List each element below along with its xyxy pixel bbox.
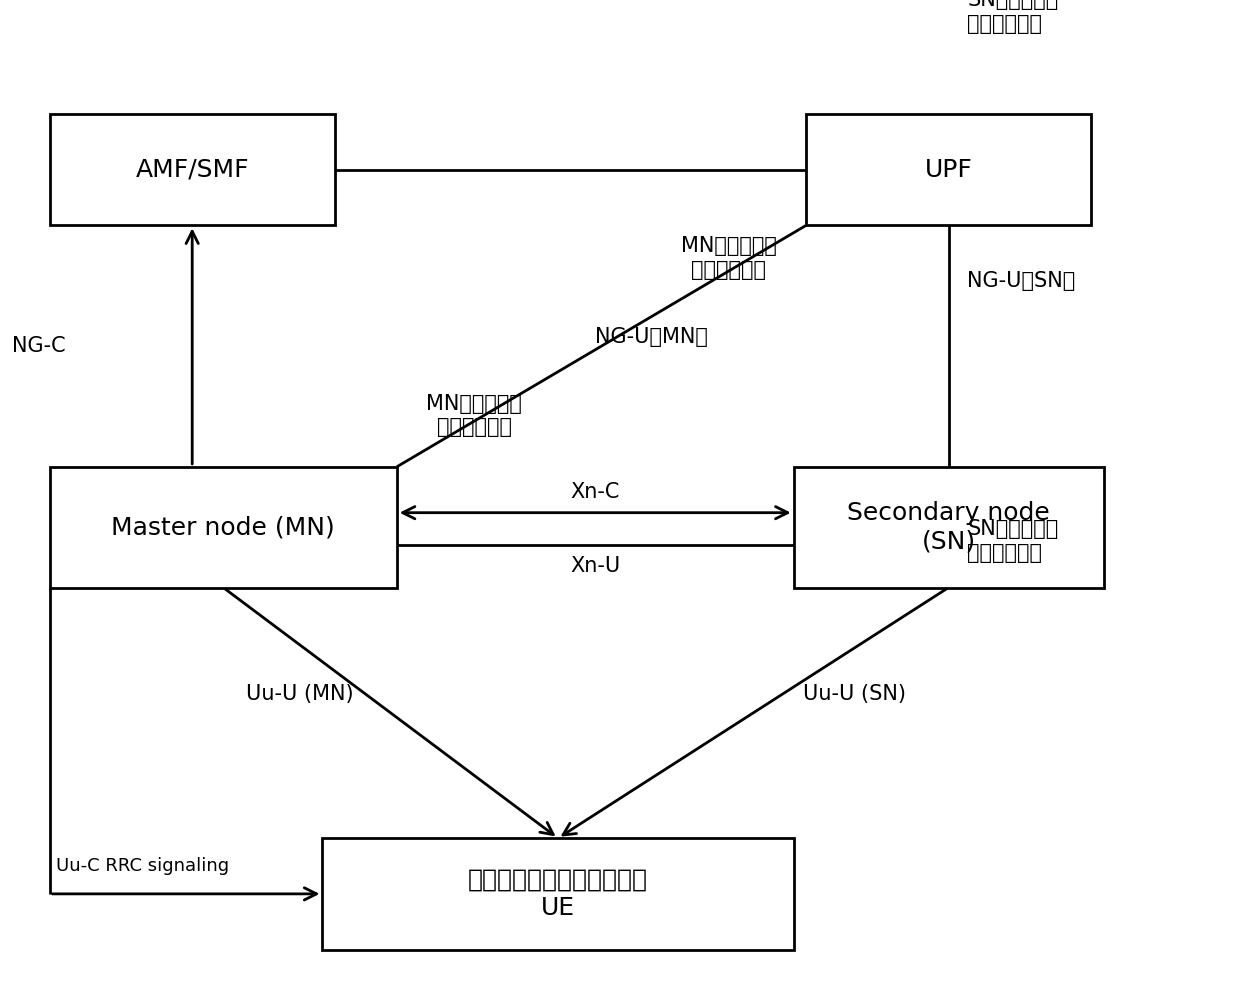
Text: NG-U（SN）: NG-U（SN） (967, 271, 1075, 291)
Bar (794, 467, 1104, 588)
Text: AMF/SMF: AMF/SMF (135, 157, 249, 181)
Text: NG-C: NG-C (12, 336, 66, 357)
Text: UPF: UPF (925, 157, 972, 181)
Bar (806, 114, 1091, 225)
Text: Uu-U (SN): Uu-U (SN) (804, 684, 906, 704)
Text: SN侧下行数据
传输通道地址: SN侧下行数据 传输通道地址 (967, 520, 1059, 563)
Text: SN侧上行数据
传输通道地址: SN侧上行数据 传输通道地址 (967, 0, 1059, 34)
Text: Uu-U (MN): Uu-U (MN) (246, 684, 353, 704)
Text: Secondary node
(SN): Secondary node (SN) (847, 501, 1050, 553)
Text: MN侧下行数据
传输通道地址: MN侧下行数据 传输通道地址 (427, 394, 522, 437)
Text: NG-U（MN）: NG-U（MN） (594, 327, 708, 347)
Text: 处于双连接操作且激活态的
UE: 处于双连接操作且激活态的 UE (467, 868, 649, 919)
Text: Uu-C RRC signaling: Uu-C RRC signaling (56, 857, 229, 875)
Bar (50, 467, 397, 588)
Text: MN侧上行数据
传输通道地址: MN侧上行数据 传输通道地址 (681, 236, 776, 280)
Bar (50, 114, 335, 225)
Text: Xn-U: Xn-U (570, 556, 620, 576)
Text: Master node (MN): Master node (MN) (112, 515, 335, 539)
Bar (322, 839, 794, 949)
Text: Xn-C: Xn-C (570, 482, 620, 502)
